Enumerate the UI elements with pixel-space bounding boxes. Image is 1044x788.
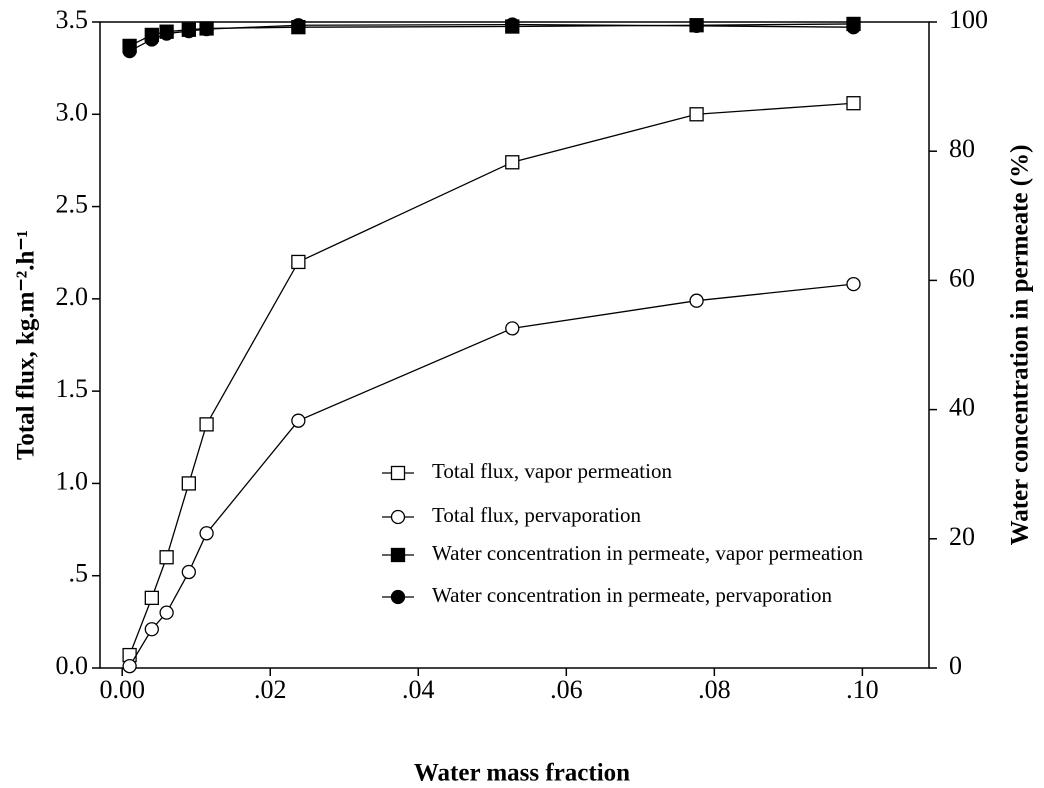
- data-point: [199, 526, 214, 541]
- x-axis-label: Water mass fraction: [414, 760, 630, 787]
- x-tick-label: .04: [402, 675, 435, 704]
- y-tick-label: 0.0: [56, 651, 89, 680]
- data-point: [159, 550, 174, 565]
- legend-marker: [390, 465, 406, 481]
- x-tick-label: .08: [698, 675, 731, 704]
- data-point: [291, 254, 306, 270]
- data-point: [505, 155, 520, 170]
- data-point: [159, 26, 174, 41]
- data-point: [159, 605, 174, 620]
- data-point: [505, 321, 520, 336]
- data-point: [122, 659, 137, 674]
- x-tick-label: .06: [550, 675, 583, 704]
- data-point: [144, 622, 159, 637]
- data-point: [122, 43, 137, 59]
- legend-label: Water concentration in permeate, pervapo…: [432, 583, 833, 607]
- data-point: [689, 293, 704, 308]
- legend-marker: [390, 589, 406, 605]
- data-point: [181, 476, 196, 491]
- y2-tick-label: 0: [949, 651, 962, 680]
- legend-label: Water concentration in permeate, vapor p…: [432, 541, 863, 565]
- data-point: [689, 107, 704, 122]
- y2-tick-label: 20: [949, 522, 975, 551]
- y2-tick-label: 60: [949, 263, 975, 292]
- data-point: [846, 96, 861, 111]
- legend-marker: [390, 509, 406, 525]
- x-tick-label: .02: [254, 675, 287, 704]
- y2-tick-label: 40: [949, 393, 975, 422]
- legend-label: Total flux, vapor permeation: [432, 459, 672, 483]
- y2-tick-label: 100: [949, 5, 988, 34]
- y-tick-label: 3.5: [56, 5, 89, 34]
- y-tick-label: 2.0: [56, 282, 89, 311]
- data-point: [846, 20, 861, 35]
- data-point: [505, 17, 520, 32]
- data-point: [291, 413, 306, 428]
- data-point: [846, 276, 861, 292]
- data-point: [689, 18, 704, 34]
- series-line: [129, 102, 854, 656]
- data-point: [199, 21, 214, 37]
- y-tick-label: 1.0: [56, 466, 89, 495]
- legend-label: Total flux, pervaporation: [432, 503, 642, 527]
- data-point: [144, 590, 159, 606]
- data-point: [181, 23, 196, 39]
- y-tick-label: 2.5: [56, 190, 89, 219]
- data-point: [199, 417, 214, 432]
- legend-marker: [390, 547, 406, 563]
- y-tick-label: 1.5: [56, 374, 89, 403]
- y2-axis-label: Water concentration in permeate (%): [1007, 145, 1034, 546]
- x-tick-label: .10: [846, 675, 879, 704]
- data-point: [181, 564, 196, 580]
- data-point: [144, 32, 159, 47]
- y-tick-label: 3.0: [56, 97, 89, 126]
- y-axis-label: Total flux, kg.m⁻².h⁻¹: [13, 230, 40, 460]
- plot-frame: [99, 21, 930, 669]
- x-tick-label: 0.00: [99, 675, 145, 704]
- y2-tick-label: 80: [949, 134, 975, 163]
- y-tick-label: .5: [69, 559, 89, 588]
- data-point: [291, 18, 306, 33]
